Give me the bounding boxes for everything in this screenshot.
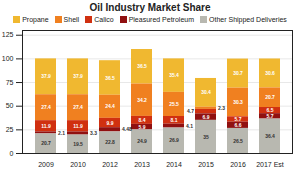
- svg-text:2012: 2012: [102, 161, 118, 167]
- html-text:Shell: Shell: [63, 16, 80, 23]
- svg-text:2.3: 2.3: [218, 105, 225, 111]
- svg-text:2013: 2013: [134, 161, 150, 167]
- svg-text:30.7: 30.7: [233, 70, 243, 76]
- svg-text:36.4: 36.4: [265, 133, 275, 139]
- svg-text:3.3: 3.3: [90, 130, 97, 136]
- svg-text:4.7: 4.7: [187, 108, 194, 114]
- svg-text:2.1: 2.1: [58, 130, 65, 136]
- svg-text:100: 100: [2, 55, 14, 62]
- svg-text:50: 50: [6, 102, 14, 109]
- html-text:Calico: Calico: [94, 16, 114, 23]
- svg-text:27.4: 27.4: [73, 104, 83, 110]
- svg-text:35: 35: [203, 134, 209, 140]
- svg-text:26.9: 26.9: [169, 137, 179, 143]
- svg-text:34.2: 34.2: [137, 97, 147, 103]
- svg-text:22.8: 22.8: [105, 139, 115, 145]
- html-text:Other Shipped Deliveries: Other Shipped Deliveries: [209, 16, 287, 23]
- svg-text:37.9: 37.9: [73, 73, 83, 79]
- svg-text:8.1: 8.1: [171, 117, 178, 123]
- svg-text:24.4: 24.4: [105, 103, 115, 109]
- svg-text:11.9: 11.9: [73, 123, 83, 129]
- svg-text:27.4: 27.4: [41, 104, 51, 110]
- svg-text:19.5: 19.5: [73, 141, 83, 147]
- svg-text:5.9: 5.9: [139, 124, 146, 130]
- svg-text:2010: 2010: [70, 161, 86, 167]
- html-text:Pleasured Petroleum: Pleasured Petroleum: [128, 16, 194, 23]
- html-text:Propane: Propane: [22, 16, 49, 23]
- html-text:Oil Industry Market Share: Oil Industry Market Share: [89, 2, 211, 13]
- svg-text:25.5: 25.5: [169, 101, 179, 107]
- svg-text:2015: 2015: [198, 161, 214, 167]
- svg-text:36.5: 36.5: [105, 75, 115, 81]
- svg-text:8.4: 8.4: [139, 117, 146, 123]
- svg-text:35.4: 35.4: [169, 72, 179, 78]
- svg-text:4.1: 4.1: [186, 123, 193, 129]
- svg-text:25: 25: [6, 126, 14, 133]
- svg-text:30.4: 30.4: [201, 89, 211, 95]
- svg-text:2009: 2009: [38, 161, 54, 167]
- svg-text:5.7: 5.7: [234, 116, 242, 123]
- svg-text:24.9: 24.9: [137, 138, 147, 144]
- svg-text:9.9: 9.9: [107, 120, 114, 126]
- svg-text:0: 0: [10, 150, 14, 157]
- svg-text:30.3: 30.3: [233, 99, 243, 105]
- svg-text:125: 125: [2, 31, 14, 38]
- svg-text:2014: 2014: [166, 161, 182, 167]
- svg-text:20.7: 20.7: [265, 94, 275, 100]
- svg-text:2017 Est: 2017 Est: [256, 161, 284, 167]
- svg-text:11.9: 11.9: [41, 123, 51, 129]
- svg-text:30.6: 30.6: [265, 70, 275, 76]
- svg-text:75: 75: [6, 79, 14, 86]
- svg-text:2016: 2016: [230, 161, 246, 167]
- svg-text:6.9: 6.9: [203, 114, 210, 120]
- svg-text:6.5: 6.5: [266, 107, 274, 114]
- svg-text:20.7: 20.7: [41, 140, 51, 146]
- svg-text:26.5: 26.5: [233, 138, 243, 144]
- svg-text:36.5: 36.5: [137, 63, 147, 69]
- svg-text:5.7: 5.7: [267, 113, 274, 119]
- svg-text:4.48: 4.48: [122, 126, 132, 132]
- svg-text:37.9: 37.9: [41, 73, 51, 79]
- svg-text:6.6: 6.6: [235, 122, 242, 128]
